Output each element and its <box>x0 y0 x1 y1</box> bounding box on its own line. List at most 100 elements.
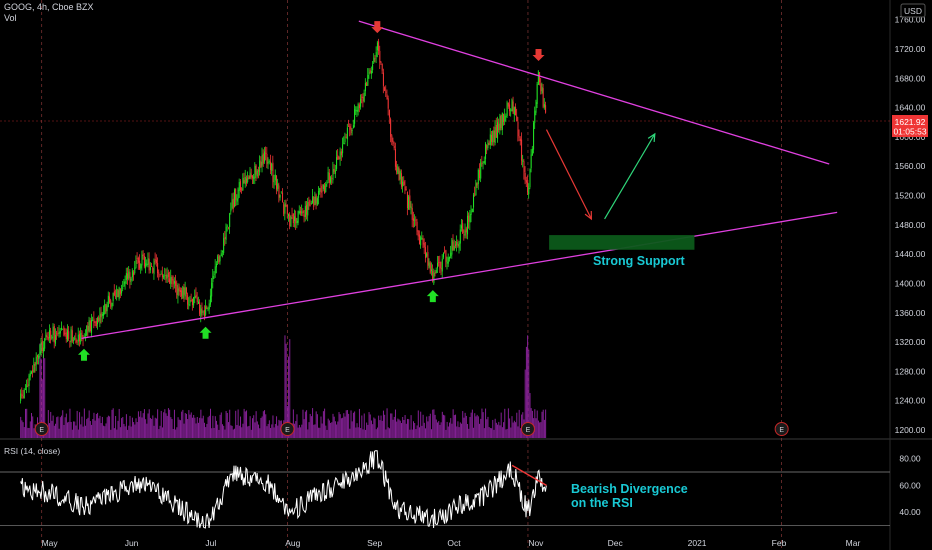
volume-bar <box>363 413 365 438</box>
volume-bar <box>527 335 529 438</box>
volume-bar <box>403 420 405 438</box>
volume-bar <box>420 411 422 438</box>
candle-body <box>240 181 242 191</box>
volume-bar <box>140 411 142 438</box>
volume-bar <box>259 428 261 438</box>
volume-bar <box>368 412 370 438</box>
earnings-marker-icon <box>520 422 535 436</box>
candle-body <box>23 389 25 399</box>
volume-bar <box>528 349 530 438</box>
candle-body <box>280 192 282 194</box>
volume-bar <box>367 424 369 438</box>
volume-bar <box>445 429 447 438</box>
candle-body <box>398 168 400 181</box>
volume-bar <box>461 423 463 438</box>
volume-bar <box>360 428 362 438</box>
volume-bar <box>434 414 436 438</box>
volume-bar <box>512 422 514 438</box>
volume-bar <box>479 423 481 438</box>
volume-bar <box>99 415 101 438</box>
time-tick-label: Sep <box>367 538 382 548</box>
candle-body <box>95 320 97 327</box>
volume-bar <box>292 409 294 438</box>
candle-body <box>220 253 222 257</box>
candle-body <box>291 214 293 216</box>
candle-body <box>190 299 192 301</box>
volume-bar <box>67 422 69 438</box>
candle-body <box>79 333 81 342</box>
candle-body <box>533 122 535 150</box>
volume-bar <box>298 424 300 438</box>
candle-body <box>222 251 223 252</box>
candle-body <box>219 256 221 262</box>
candle-body <box>248 175 250 180</box>
volume-bar <box>464 412 466 438</box>
volume-bar <box>369 414 371 438</box>
candle-body <box>400 173 402 187</box>
candle-body <box>537 71 539 85</box>
volume-bar <box>33 428 35 438</box>
volume-bar <box>32 416 34 438</box>
candle-body <box>339 151 341 160</box>
candle-body <box>473 194 475 208</box>
candle-body <box>417 230 419 237</box>
volume-bar <box>440 422 442 438</box>
candle-body <box>270 161 272 171</box>
candle-body <box>500 114 502 129</box>
candle-body <box>50 330 52 341</box>
volume-bar <box>122 416 124 438</box>
candle-body <box>143 255 145 267</box>
volume-bar <box>178 419 180 438</box>
swing-high-arrow-icon <box>532 48 545 61</box>
rsi-divergence-line <box>511 464 547 486</box>
candle-body <box>455 244 457 246</box>
volume-bar <box>106 417 108 438</box>
candle-body <box>503 114 505 122</box>
volume-bar <box>247 426 249 438</box>
volume-bar <box>241 427 243 438</box>
volume-bar <box>515 422 517 438</box>
volume-bar <box>194 417 196 438</box>
candle-body <box>461 225 463 229</box>
volume-bar <box>345 410 347 438</box>
time-tick-label: Dec <box>608 538 624 548</box>
candle-body <box>236 198 238 202</box>
volume-bar <box>541 411 543 438</box>
candle-body <box>100 312 102 318</box>
candle-body <box>356 110 358 112</box>
candle-body <box>331 178 333 180</box>
candle-body <box>344 138 346 143</box>
volume-bar <box>489 428 491 438</box>
volume-bar <box>279 420 281 438</box>
candle-body <box>462 223 464 234</box>
volume-bar <box>68 421 70 438</box>
volume-bar <box>212 415 214 438</box>
price-tick-label: 1520.00 <box>895 191 926 201</box>
volume-bar <box>334 421 336 438</box>
volume-bar <box>229 409 231 438</box>
currency-badge[interactable]: USD <box>900 3 926 18</box>
candle-body <box>309 204 311 206</box>
candle-body <box>282 192 284 203</box>
price-tick-label: 1320.00 <box>895 337 926 347</box>
volume-bar <box>406 418 408 438</box>
volume-bar <box>258 424 260 438</box>
candle-body <box>123 281 125 287</box>
volume-bar <box>223 425 225 438</box>
candle-body <box>140 264 142 269</box>
volume-bar <box>482 412 484 438</box>
candle-body <box>540 83 542 92</box>
volume-bar <box>476 414 478 438</box>
candle-body <box>202 311 204 313</box>
volume-bar <box>535 418 537 438</box>
annotation-strong-support: Strong Support <box>593 254 685 268</box>
candle-body <box>22 395 24 398</box>
candle-body <box>505 116 507 118</box>
volume-bar <box>497 424 499 438</box>
candle-body <box>196 297 198 302</box>
candle-body <box>325 183 327 193</box>
candle-body <box>477 169 479 185</box>
candle-body <box>285 204 287 207</box>
candle-body <box>302 210 304 213</box>
